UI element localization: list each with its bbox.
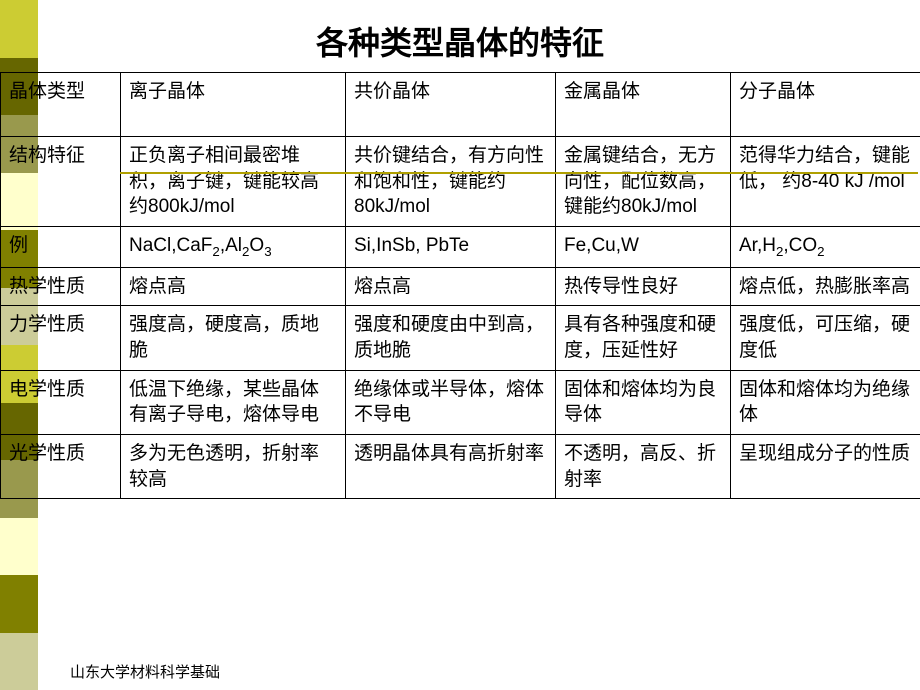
table-cell: NaCl,CaF2,Al2O3 (121, 226, 346, 267)
table-cell: 低温下绝缘，某些晶体有离子导电，熔体导电 (121, 370, 346, 434)
table-cell: 热传导性良好 (556, 267, 731, 306)
table-cell: 力学性质 (1, 306, 121, 370)
table-row: 力学性质强度高，硬度高，质地脆强度和硬度由中到高，质地脆具有各种强度和硬度，压延… (1, 306, 920, 370)
table-cell: Fe,Cu,W (556, 226, 731, 267)
table-cell: 强度和硬度由中到高，质地脆 (346, 306, 556, 370)
sidebar-block (0, 633, 38, 690)
table-cell: 例 (1, 226, 121, 267)
table-cell: Ar,H2,CO2 (731, 226, 920, 267)
table-row: 光学性质多为无色透明，折射率较高透明晶体具有高折射率不透明，高反、折射率呈现组成… (1, 434, 920, 498)
table-row: 晶体类型离子晶体共价晶体金属晶体分子晶体 (1, 73, 920, 137)
table-cell: 绝缘体或半导体，熔体不导电 (346, 370, 556, 434)
table-cell: 热学性质 (1, 267, 121, 306)
table-header-cell: 晶体类型 (1, 73, 121, 137)
table-cell: 透明晶体具有高折射率 (346, 434, 556, 498)
table-cell: 熔点高 (346, 267, 556, 306)
table-cell: 共价键结合，有方向性和饱和性，键能约80kJ/mol (346, 137, 556, 227)
table-cell: 强度低，可压缩，硬度低 (731, 306, 920, 370)
table-row: 电学性质低温下绝缘，某些晶体有离子导电，熔体导电绝缘体或半导体，熔体不导电固体和… (1, 370, 920, 434)
table-cell: 熔点高 (121, 267, 346, 306)
table-row: 热学性质熔点高熔点高热传导性良好熔点低，热膨胀率高 (1, 267, 920, 306)
table-cell: Si,InSb, PbTe (346, 226, 556, 267)
table-cell: 固体和熔体均为良导体 (556, 370, 731, 434)
table-cell: 不透明，高反、折射率 (556, 434, 731, 498)
table-cell: 正负离子相间最密堆积，离子键，键能较高约800kJ/mol (121, 137, 346, 227)
page-title: 各种类型晶体的特征 (0, 0, 920, 80)
table-header-cell: 离子晶体 (121, 73, 346, 137)
table-header-cell: 分子晶体 (731, 73, 920, 137)
table-cell: 呈现组成分子的性质 (731, 434, 920, 498)
table-row: 结构特征正负离子相间最密堆积，离子键，键能较高约800kJ/mol共价键结合，有… (1, 137, 920, 227)
table-cell: 多为无色透明，折射率较高 (121, 434, 346, 498)
table-cell: 固体和熔体均为绝缘体 (731, 370, 920, 434)
table-cell: 范得华力结合，键能低， 约8-40 kJ /mol (731, 137, 920, 227)
header-underline (120, 172, 918, 174)
table-cell: 具有各种强度和硬度，压延性好 (556, 306, 731, 370)
table-header-cell: 金属晶体 (556, 73, 731, 137)
footer-text: 山东大学材料科学基础 (70, 661, 220, 682)
crystal-types-table: 晶体类型离子晶体共价晶体金属晶体分子晶体结构特征正负离子相间最密堆积，离子键，键… (0, 72, 920, 499)
table-container: 晶体类型离子晶体共价晶体金属晶体分子晶体结构特征正负离子相间最密堆积，离子键，键… (0, 72, 920, 499)
table-cell: 电学性质 (1, 370, 121, 434)
table-cell: 强度高，硬度高，质地脆 (121, 306, 346, 370)
table-cell: 熔点低，热膨胀率高 (731, 267, 920, 306)
table-row: 例NaCl,CaF2,Al2O3Si,InSb, PbTeFe,Cu,WAr,H… (1, 226, 920, 267)
sidebar-block (0, 0, 38, 58)
table-header-cell: 共价晶体 (346, 73, 556, 137)
sidebar-block (0, 575, 38, 633)
table-cell: 光学性质 (1, 434, 121, 498)
sidebar-block (0, 518, 38, 576)
table-cell: 结构特征 (1, 137, 121, 227)
table-cell: 金属键结合，无方向性，配位数高，键能约80kJ/mol (556, 137, 731, 227)
